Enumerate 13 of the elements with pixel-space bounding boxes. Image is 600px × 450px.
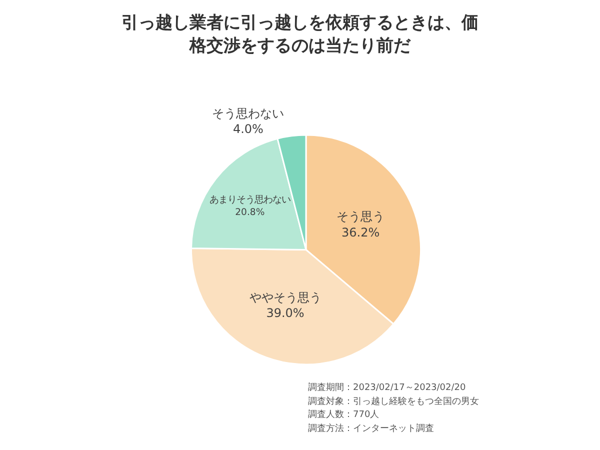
chart-title: 引っ越し業者に引っ越しを依頼するときは、価格交渉をするのは当たり前だ	[120, 12, 480, 58]
data-label: 39.0%	[266, 306, 304, 320]
text: 調査方法：インターネット調査	[308, 423, 434, 434]
text: 調査対象：引っ越し経験をもつ全国の男女	[308, 396, 479, 407]
slice-label: ややそう思う	[249, 290, 322, 304]
slice-label: そう思わない	[212, 106, 284, 121]
data-label: 4.0%	[232, 122, 264, 136]
slice-label: そう思う	[336, 210, 385, 224]
slice-label: あまりそう思わない	[209, 194, 290, 206]
data-label: 20.8%	[235, 206, 265, 218]
data-label: 36.2%	[342, 225, 380, 240]
text: 調査人数：770人	[308, 409, 380, 420]
text: 調査期間：2023/02/17～2023/02/20	[308, 382, 466, 393]
